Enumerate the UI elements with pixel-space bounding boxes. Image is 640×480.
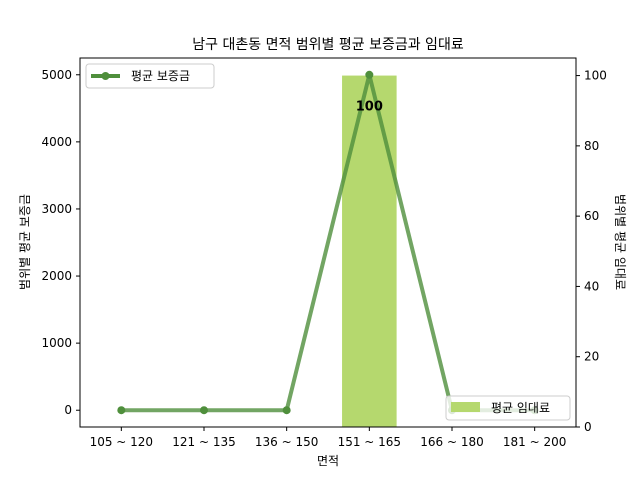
legend-bar: 평균 임대료	[445, 395, 571, 421]
line-point-2	[200, 406, 208, 415]
x-tick-label-6: 181 ~ 200	[503, 435, 567, 449]
x-tick-label-4: 151 ~ 165	[338, 435, 402, 449]
y-right-tick-label-3: 40	[584, 279, 599, 293]
y-axis-left-title: 범위별 평균 보증금	[18, 194, 32, 290]
y-left-tick-label-5: 4000	[41, 135, 72, 149]
bar-4	[342, 75, 397, 428]
y-axis-right: 0 20 40 60 80 100	[576, 69, 607, 434]
y-left-tick-label-4: 3000	[41, 202, 72, 216]
legend-line: 평균 보증금	[85, 63, 215, 89]
y-right-tick-label-6: 100	[584, 69, 607, 83]
y-left-tick-label-6: 5000	[41, 68, 72, 82]
y-left-tick-label-3: 2000	[41, 269, 72, 283]
legend-line-label: 평균 보증금	[131, 69, 190, 83]
legend-bar-label: 평균 임대료	[491, 401, 550, 415]
x-tick-label-2: 121 ~ 135	[172, 435, 236, 449]
legend-line-marker	[101, 72, 110, 80]
y-left-tick-label-2: 1000	[41, 336, 72, 350]
y-axis-right-title: 범위별 평균 임대료	[613, 194, 627, 290]
x-tick-label-1: 105 ~ 120	[90, 435, 154, 449]
y-right-tick-label-2: 20	[584, 350, 599, 364]
y-right-tick-label-5: 80	[584, 139, 599, 153]
y-left-tick-label-1: 0	[64, 403, 72, 417]
y-right-tick-label-1: 0	[584, 420, 592, 434]
x-tick-label-3: 136 ~ 150	[255, 435, 319, 449]
x-axis: 105 ~ 120 121 ~ 135 136 ~ 150 151 ~ 165 166 …	[90, 427, 567, 449]
plot-frame	[79, 57, 577, 428]
line-point-4	[365, 70, 374, 79]
x-tick-label-5: 166 ~ 180	[420, 435, 484, 449]
y-axis-left: 0 1000 2000 3000 4000 5000	[41, 68, 80, 417]
x-axis-title: 면적	[317, 454, 339, 468]
y-right-tick-label-4: 60	[584, 209, 599, 223]
bar-series	[342, 75, 397, 428]
legend-line-frame	[85, 63, 215, 89]
line-point-3	[282, 406, 291, 415]
legend-bar-swatch	[451, 402, 480, 412]
line-series	[117, 70, 539, 415]
chart-title: 남구 대촌동 면적 범위별 평균 보증금과 임대료	[192, 37, 464, 53]
line-path	[121, 72, 535, 413]
data-label-1: 100	[356, 100, 383, 115]
data-labels: 100	[356, 100, 383, 115]
line-point-1	[117, 406, 126, 415]
